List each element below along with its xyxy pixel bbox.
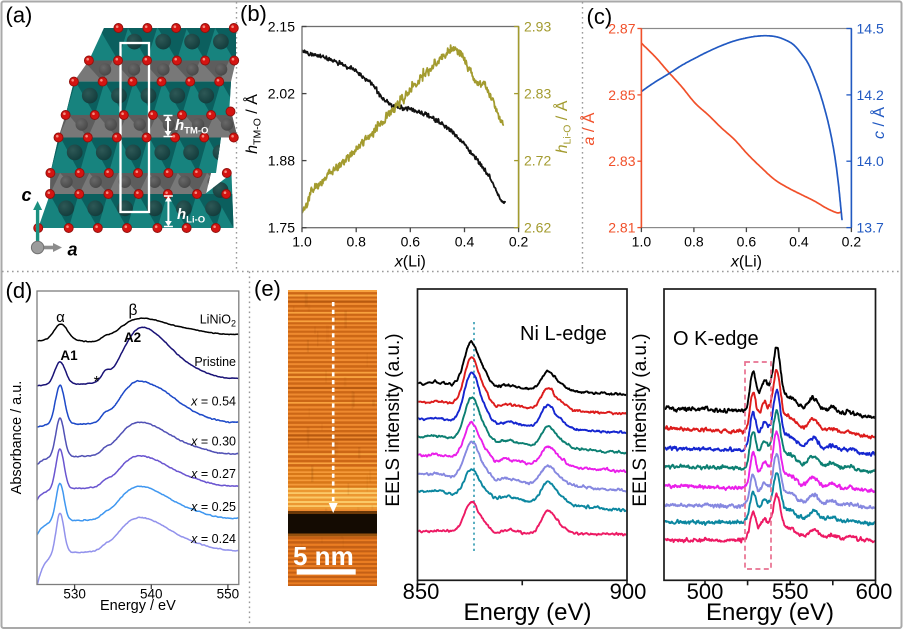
svg-text:x = 0.25: x = 0.25 [190, 500, 236, 514]
svg-text:1.0: 1.0 [632, 234, 652, 250]
svg-text:O K-edge: O K-edge [673, 328, 759, 350]
svg-text:Energy (eV): Energy (eV) [706, 599, 834, 626]
svg-text:0.6: 0.6 [737, 234, 757, 250]
svg-text:Pristine: Pristine [194, 355, 236, 369]
svg-text:0.2: 0.2 [509, 234, 529, 250]
svg-text:2.93: 2.93 [524, 19, 551, 35]
svg-text:EELS intensity (a.u.): EELS intensity (a.u.) [630, 333, 651, 506]
svg-text:2.15: 2.15 [268, 19, 295, 35]
svg-text:500: 500 [687, 579, 724, 604]
svg-text:540: 540 [140, 587, 163, 602]
svg-text:0.8: 0.8 [684, 234, 704, 250]
svg-text:550: 550 [217, 587, 240, 602]
svg-text:1.88: 1.88 [268, 153, 295, 169]
svg-text:2.85: 2.85 [608, 87, 635, 103]
svg-text:Ni L-edge: Ni L-edge [520, 323, 607, 345]
svg-text:5 nm: 5 nm [293, 541, 354, 571]
svg-text:hTM-O / Å: hTM-O / Å [242, 94, 264, 154]
svg-text:900: 900 [610, 579, 647, 604]
svg-text:Energy / eV: Energy / eV [100, 598, 176, 614]
svg-text:550: 550 [772, 579, 809, 604]
svg-text:x = 0.27: x = 0.27 [190, 467, 236, 481]
svg-text:(c): (c) [587, 4, 613, 29]
svg-text:2.62: 2.62 [524, 220, 551, 236]
svg-text:A2: A2 [124, 330, 141, 345]
svg-text:a / Å: a / Å [579, 112, 598, 145]
svg-text:530: 530 [63, 587, 86, 602]
svg-text:850: 850 [403, 579, 440, 604]
svg-text:1.75: 1.75 [268, 220, 295, 236]
svg-text:(b): (b) [240, 1, 267, 26]
svg-text:x = 0.54: x = 0.54 [190, 395, 236, 409]
svg-text:A1: A1 [60, 348, 78, 363]
svg-text:c: c [21, 185, 31, 205]
svg-text:x = 0.30: x = 0.30 [190, 435, 236, 449]
svg-text:(e): (e) [254, 276, 281, 301]
svg-text:*: * [94, 374, 100, 391]
svg-text:2.83: 2.83 [608, 153, 635, 169]
svg-text:Absorbance / a.u.: Absorbance / a.u. [9, 381, 25, 495]
svg-text:a: a [67, 240, 77, 260]
svg-text:x(Li): x(Li) [394, 254, 426, 271]
svg-text:0.4: 0.4 [789, 234, 809, 250]
svg-text:EELS intensity (a.u.): EELS intensity (a.u.) [383, 333, 404, 506]
svg-text:0.6: 0.6 [401, 234, 421, 250]
svg-text:14.2: 14.2 [857, 87, 884, 103]
svg-text:β: β [129, 302, 138, 319]
svg-text:2.83: 2.83 [524, 86, 551, 102]
svg-text:600: 600 [856, 579, 893, 604]
svg-text:LiNiO2: LiNiO2 [200, 313, 236, 329]
svg-text:Energy (eV): Energy (eV) [463, 599, 591, 626]
svg-text:x = 0.24: x = 0.24 [190, 532, 236, 546]
svg-text:0.2: 0.2 [842, 234, 862, 250]
svg-text:x(Li): x(Li) [730, 254, 762, 271]
svg-text:2.81: 2.81 [608, 220, 635, 236]
svg-text:14.5: 14.5 [857, 21, 884, 37]
svg-text:(a): (a) [6, 3, 33, 28]
svg-text:13.7: 13.7 [857, 220, 884, 236]
svg-text:1.0: 1.0 [292, 234, 312, 250]
svg-text:(d): (d) [6, 278, 33, 303]
svg-text:2.72: 2.72 [524, 153, 551, 169]
svg-text:2.87: 2.87 [608, 21, 635, 37]
svg-text:2.02: 2.02 [268, 86, 295, 102]
svg-text:α: α [56, 309, 65, 326]
svg-text:0.4: 0.4 [455, 234, 475, 250]
svg-text:0.8: 0.8 [346, 234, 366, 250]
svg-text:hLi-O / Å: hLi-O / Å [552, 100, 574, 153]
svg-text:14.0: 14.0 [857, 153, 884, 169]
svg-text:c / Å: c / Å [869, 107, 888, 139]
